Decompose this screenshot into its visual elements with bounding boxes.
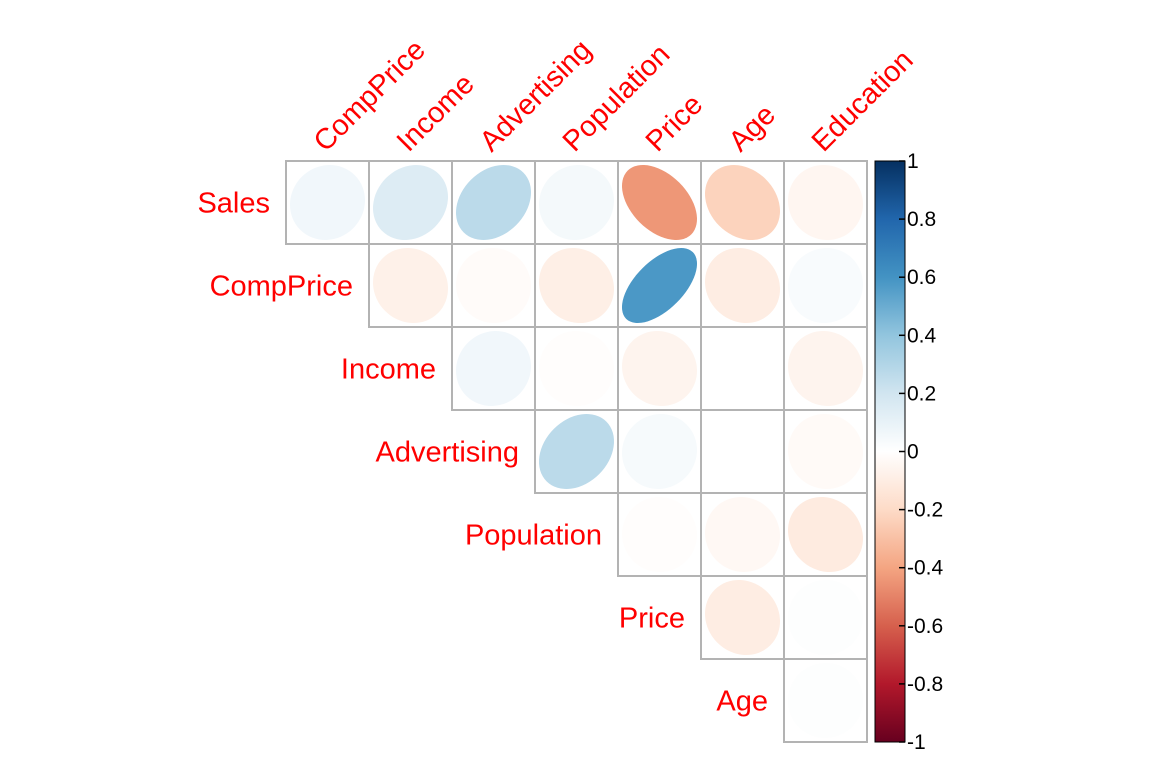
ellipse-income-education: Income / Education: -0.06 — [788, 331, 863, 406]
col-label-price: Price — [640, 89, 709, 158]
colorbar-tick-label: -1 — [907, 731, 926, 754]
colorbar-tick-label: 0.4 — [907, 324, 937, 347]
ellipse-price-age: Price / Age: -0.1 — [705, 580, 780, 655]
ellipse-sales-price: Sales / Price: -0.44 — [621, 164, 698, 241]
ellipse-advertising-price: Advertising / Price: 0.04 — [621, 413, 698, 490]
colorbar-tick-label: -0.2 — [907, 499, 943, 522]
colorbar-tick-label: 0.6 — [907, 266, 936, 289]
row-label-sales: Sales — [197, 188, 270, 220]
colorbar-tick-label: -0.8 — [907, 673, 943, 696]
row-label-age: Age — [716, 686, 768, 718]
ellipse-income-advertising: Income / Advertising: 0.06 — [456, 331, 531, 406]
colorbar-tick-label: 0.2 — [907, 382, 936, 405]
ellipse-price-education: Price / Education: 0.01 — [788, 580, 863, 655]
ellipse-population-price: Population / Price: -0.01 — [622, 497, 697, 572]
ellipse-sales-advertising: Sales / Advertising: 0.27 — [456, 165, 531, 240]
ellipse-income-population: Income / Population: -0.01 — [539, 331, 614, 406]
ellipse-population-education: Population / Education: -0.11 — [787, 496, 864, 573]
column-labels: CompPriceIncomeAdvertisingPopulationPric… — [308, 34, 920, 158]
col-label-education: Education — [806, 44, 920, 158]
ellipse-sales-population: Sales / Population: 0.05 — [539, 165, 614, 240]
row-label-income: Income — [341, 354, 436, 386]
row-label-advertising: Advertising — [376, 437, 519, 469]
ellipse-advertising-age: Advertising / Age: 0 — [705, 414, 780, 489]
colorbar-tick-label: -0.4 — [907, 557, 944, 580]
colorbar-tick-label: -0.6 — [907, 615, 943, 638]
ellipse-income-price: Income / Price: -0.06 — [622, 331, 697, 406]
row-labels: Sales CompPrice Income Advertising Populatio… — [197, 188, 768, 718]
ellipse-compprice-education: CompPrice / Education: 0.03 — [788, 248, 863, 323]
ellipse-compprice-age: CompPrice / Age: -0.1 — [705, 248, 780, 323]
colorbar-tick-label: 0.8 — [907, 208, 936, 231]
ellipse-advertising-population: Advertising / Population: 0.27 — [539, 414, 614, 489]
ellipse-advertising-education: Advertising / Education: -0.03 — [788, 414, 863, 489]
ellipse-age-education: Age / Education: 0.01 — [788, 663, 863, 738]
ellipse-income-age: Income / Age: 0 — [705, 331, 780, 406]
col-label-age: Age — [723, 99, 782, 158]
row-label-population: Population — [465, 520, 602, 552]
ellipse-sales-education: Sales / Education: -0.05 — [788, 165, 863, 240]
colorbar-tick-label: 0 — [907, 441, 919, 464]
ellipse-sales-income: Sales / Income: 0.15 — [372, 164, 449, 241]
row-label-compprice: CompPrice — [210, 271, 353, 303]
colorbar-tick-label: 1 — [907, 150, 919, 173]
ellipse-compprice-advertising: CompPrice / Advertising: -0.02 — [456, 248, 531, 323]
ellipse-compprice-population: CompPrice / Population: -0.09 — [538, 247, 615, 324]
ellipse-compprice-income: CompPrice / Income: -0.08 — [373, 248, 448, 323]
cells-layer: Sales / CompPrice: 0.06Sales / Income: 0… — [285, 160, 868, 743]
ellipse-compprice-price: CompPrice / Price: 0.58 — [622, 248, 697, 323]
ellipse-sales-compprice: Sales / CompPrice: 0.06 — [290, 165, 365, 240]
cell-box — [783, 658, 868, 743]
ellipse-sales-age: Sales / Age: -0.23 — [705, 165, 780, 240]
colorbar: 1 0.8 0.6 0.4 0.2 0 -0.2 -0.4 -0.6 -0.8 -1 — [874, 150, 944, 754]
ellipse-population-age: Population / Age: -0.04 — [704, 496, 781, 573]
row-label-price: Price — [619, 603, 685, 635]
